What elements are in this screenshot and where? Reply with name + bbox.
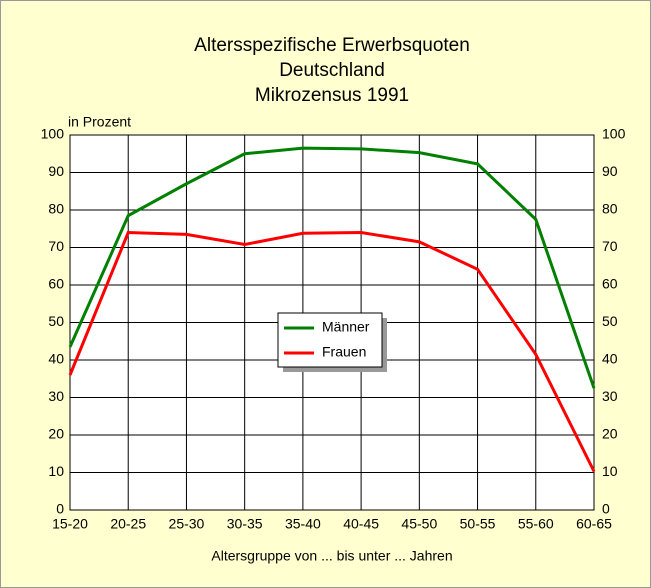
y2-tick-label: 0 — [602, 501, 610, 517]
legend-label: Frauen — [322, 344, 366, 360]
x-tick-label: 60-65 — [576, 516, 612, 532]
x-tick-label: 45-50 — [401, 516, 437, 532]
x-axis-label: Altersgruppe von ... bis unter ... Jahre… — [211, 548, 452, 564]
plot-border — [69, 134, 595, 511]
y-tick-label: 40 — [48, 351, 64, 367]
y-tick-label: 80 — [48, 201, 64, 217]
y-tick-label: 30 — [48, 388, 64, 404]
y2-tick-label: 10 — [602, 463, 618, 479]
x-tick-label: 40-45 — [343, 516, 379, 532]
y2-tick-label: 20 — [602, 426, 618, 442]
y-tick-label: 70 — [48, 238, 64, 254]
chart-title: Mikrozensus 1991 — [255, 85, 409, 106]
y-tick-label: 0 — [56, 501, 64, 517]
y-tick-label: 60 — [48, 276, 64, 292]
y2-tick-label: 90 — [602, 163, 618, 179]
legend — [277, 312, 383, 368]
y2-tick-label: 40 — [602, 351, 618, 367]
x-tick-label: 25-30 — [169, 516, 205, 532]
y2-tick-label: 100 — [602, 126, 626, 142]
y-tick-label: 90 — [48, 163, 64, 179]
chart-title: Deutschland — [279, 60, 385, 81]
y-tick-label: 50 — [48, 313, 64, 329]
x-tick-label: 35-40 — [285, 516, 321, 532]
data-line — [68, 146, 596, 389]
data-line — [68, 230, 596, 473]
y-tick-label: 10 — [48, 463, 64, 479]
y2-tick-label: 60 — [602, 276, 618, 292]
x-tick-label: 20-25 — [110, 516, 146, 532]
y-tick-label: 20 — [48, 426, 64, 442]
y2-tick-label: 50 — [602, 313, 618, 329]
x-tick-label: 50-55 — [460, 516, 496, 532]
y-tick-label: 100 — [41, 126, 65, 142]
x-tick-label: 15-20 — [52, 516, 88, 532]
y2-tick-label: 70 — [602, 238, 618, 254]
y2-tick-label: 80 — [602, 201, 618, 217]
y2-tick-label: 30 — [602, 388, 618, 404]
x-tick-label: 55-60 — [518, 516, 554, 532]
x-tick-label: 30-35 — [227, 516, 263, 532]
legend-label: Männer — [322, 319, 370, 335]
y-axis-label: in Prozent — [68, 114, 131, 130]
chart-title: Altersspezifische Erwerbsquoten — [194, 35, 470, 56]
